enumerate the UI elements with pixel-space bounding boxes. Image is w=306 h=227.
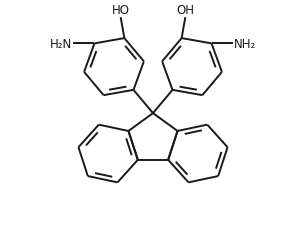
Text: HO: HO [111,4,129,17]
Text: OH: OH [177,4,195,17]
Text: H₂N: H₂N [49,38,72,51]
Text: NH₂: NH₂ [234,38,257,51]
